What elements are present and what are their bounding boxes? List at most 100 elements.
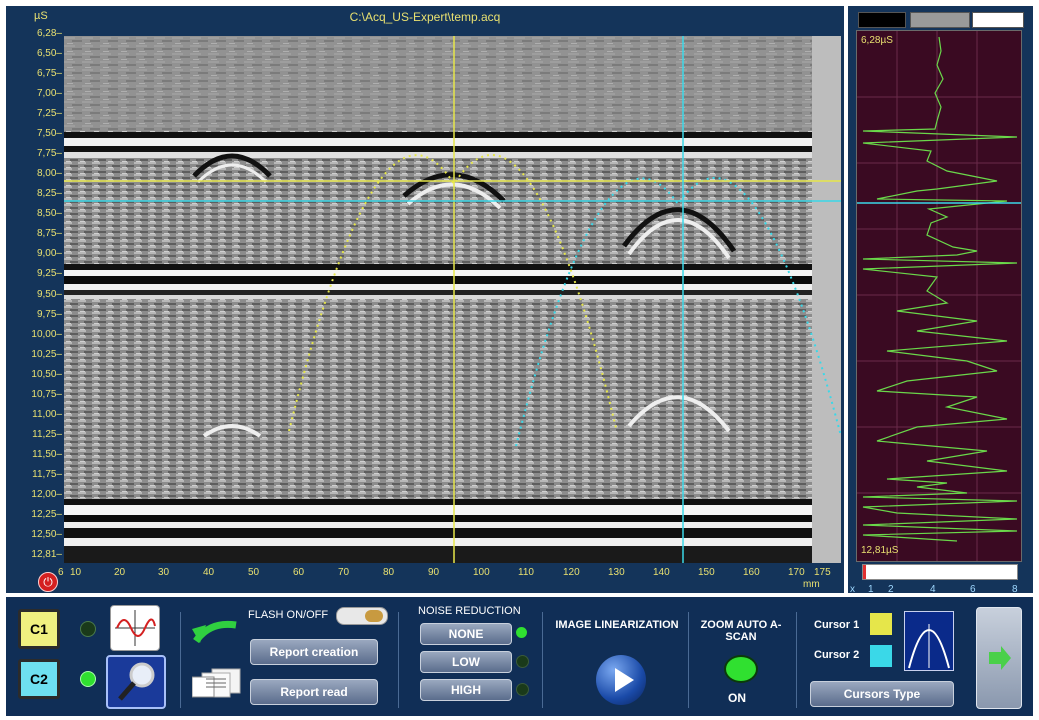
x-tick-label: 6	[58, 567, 64, 578]
noise-low-button[interactable]: LOW	[420, 651, 512, 673]
play-icon	[615, 668, 634, 692]
ascan-x-prefix: x	[850, 584, 855, 595]
ascan-bottom-label: 12,81µS	[861, 545, 899, 556]
report-creation-button[interactable]: Report creation	[250, 639, 378, 665]
power-icon[interactable]: ⏻	[38, 572, 58, 592]
color-swatch-gray[interactable]	[910, 12, 970, 28]
x-tick-label: 140	[653, 567, 670, 578]
x-tick-label: 120	[563, 567, 580, 578]
y-tick-label: 7,25–	[36, 108, 62, 120]
y-tick-label: 8,00–	[36, 168, 62, 180]
y-tick-label: 9,50–	[36, 288, 62, 300]
y-tick-label: 6,50–	[36, 48, 62, 60]
zoom-auto-title: ZOOM AUTO A-SCAN	[700, 619, 782, 643]
cursor1-color-swatch[interactable]	[870, 613, 892, 635]
x-tick-label: 10	[70, 567, 82, 578]
y-tick-label: 8,75–	[36, 228, 62, 240]
magnifier-button[interactable]	[106, 655, 166, 709]
bscan-panel: C:\Acq_US-Expert\temp.acq µS 6,28– 6,50– 6…	[6, 6, 844, 593]
flash-label: FLASH ON/OFF	[248, 609, 329, 621]
c1-led	[80, 621, 96, 637]
zoom-auto-led-button[interactable]	[724, 655, 758, 683]
y-tick-label: 9,75–	[36, 308, 62, 320]
ascan-gain-fill	[863, 565, 866, 579]
ascan-x-tick: 1	[868, 584, 874, 595]
noise-none-button[interactable]: NONE	[420, 623, 512, 645]
x-tick-label: 70	[338, 567, 350, 578]
y-tick-label: 7,75–	[36, 148, 62, 160]
cursors-type-button[interactable]: Cursors Type	[810, 681, 954, 707]
y-tick-label: 6,28–	[36, 28, 62, 39]
x-tick-label: 150	[698, 567, 715, 578]
y-axis-unit: µS	[34, 10, 48, 22]
c2-led	[80, 671, 96, 687]
ascan-top-label: 6,28µS	[861, 35, 893, 46]
waveform-icon[interactable]	[110, 605, 160, 651]
flash-toggle-knob	[365, 610, 383, 622]
y-tick-label: 12,50–	[31, 528, 62, 540]
magnifier-icon	[118, 662, 155, 701]
ascan-panel: 6,28µS 12,81µS x 1 2 4 6 8	[848, 6, 1033, 595]
separator	[542, 612, 543, 708]
x-tick-label: 30	[158, 567, 170, 578]
y-tick-label: 12,81–	[31, 549, 62, 560]
y-tick-label: 7,00–	[36, 88, 62, 100]
zoom-auto-state: ON	[728, 691, 746, 705]
y-axis-labels: 6,28– 6,50– 6,75– 7,00– 7,25– 7,50– 7,75– 8,00–…	[6, 6, 66, 593]
x-tick-label: 90	[428, 567, 440, 578]
y-tick-label: 7,50–	[36, 128, 62, 140]
ascan-plot[interactable]: 6,28µS 12,81µS	[856, 30, 1022, 562]
color-swatch-black[interactable]	[858, 12, 906, 28]
ascan-x-tick: 2	[888, 584, 894, 595]
separator	[180, 612, 181, 708]
x-tick-label: 160	[743, 567, 760, 578]
y-tick-label: 10,50–	[31, 368, 62, 380]
hyperbola-type-icon[interactable]	[904, 611, 954, 671]
separator	[688, 612, 689, 708]
ascan-x-tick: 8	[1012, 584, 1018, 595]
color-swatch-white[interactable]	[972, 12, 1024, 28]
y-tick-label: 6,75–	[36, 68, 62, 80]
ascan-x-tick: 4	[930, 584, 936, 595]
cursor2-label: Cursor 2	[814, 649, 860, 661]
sine-wave-icon	[115, 610, 156, 646]
y-tick-label: 11,25–	[32, 428, 62, 440]
x-tick-label: 100	[473, 567, 490, 578]
noise-reduction-title: NOISE REDUCTION	[418, 605, 521, 617]
noise-high-led	[516, 683, 529, 696]
c1-button[interactable]: C1	[18, 609, 60, 649]
y-tick-label: 10,75–	[31, 388, 62, 400]
separator	[398, 612, 399, 708]
x-axis-unit: mm	[803, 579, 820, 590]
report-read-button[interactable]: Report read	[250, 679, 378, 705]
y-tick-label: 11,00–	[32, 408, 62, 420]
separator	[796, 612, 797, 708]
noise-low-led	[516, 655, 529, 668]
ascan-gain-bar[interactable]	[862, 564, 1018, 580]
bscan-image[interactable]	[64, 36, 841, 563]
y-tick-label: 12,25–	[31, 508, 62, 520]
x-tick-label: 170	[788, 567, 805, 578]
y-tick-label: 12,00–	[31, 488, 62, 500]
c2-button[interactable]: C2	[18, 659, 60, 699]
y-tick-label: 8,25–	[36, 188, 62, 200]
flash-toggle[interactable]	[336, 607, 388, 625]
y-tick-label: 9,25–	[36, 268, 62, 280]
x-tick-label: 40	[203, 567, 215, 578]
noise-none-led	[516, 627, 527, 638]
hyperbola-icon	[908, 624, 950, 669]
noise-high-button[interactable]: HIGH	[420, 679, 512, 701]
y-tick-label: 10,00–	[31, 328, 62, 340]
next-arrow-button[interactable]	[976, 607, 1022, 709]
x-tick-label: 110	[518, 567, 534, 578]
y-tick-label: 9,00–	[36, 248, 62, 260]
y-tick-label: 10,25–	[31, 348, 62, 360]
cursor2-color-swatch[interactable]	[870, 645, 892, 667]
ascan-x-tick: 6	[970, 584, 976, 595]
linearization-play-button[interactable]	[596, 655, 646, 705]
undo-arrow-icon[interactable]	[190, 615, 242, 645]
cursor1-label: Cursor 1	[814, 619, 860, 631]
y-tick-label: 11,75–	[32, 468, 62, 480]
file-path-title: C:\Acq_US-Expert\temp.acq	[349, 10, 501, 24]
